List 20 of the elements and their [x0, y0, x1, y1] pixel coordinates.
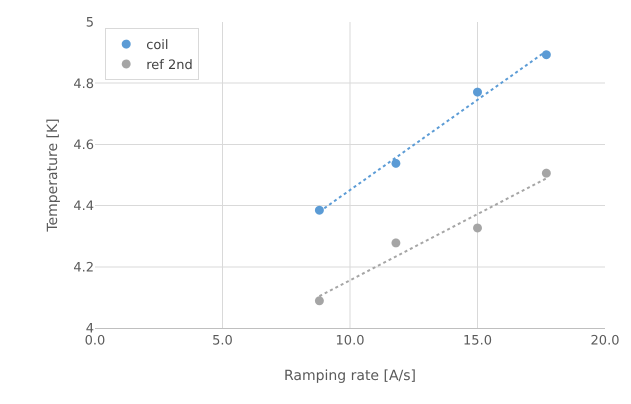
point: [391, 238, 400, 248]
legend-label: ref 2nd: [146, 58, 193, 74]
point: [314, 296, 324, 306]
x-axis-title: Ramping rate [A/s]: [284, 368, 416, 384]
x-tick-label: 15.0: [463, 334, 492, 349]
point: [473, 223, 482, 232]
y-axis-title: Temperature [K]: [45, 118, 61, 233]
point: [391, 158, 400, 168]
y-tick-label: 5: [86, 16, 94, 31]
x-tick-label: 5.0: [212, 334, 233, 349]
legend-label: coil: [146, 38, 169, 54]
y-tick-label: 4.4: [73, 199, 94, 214]
y-tick-label: 4.8: [73, 76, 94, 92]
y-tick-label: 4.6: [73, 138, 94, 153]
point: [473, 88, 482, 97]
x-tick-label: 20.0: [590, 334, 620, 349]
x-tick-label: 0.0: [84, 334, 106, 349]
point: [542, 168, 551, 178]
y-tick-label: 4.2: [73, 260, 94, 276]
x-tick-label: 10.0: [336, 334, 364, 349]
